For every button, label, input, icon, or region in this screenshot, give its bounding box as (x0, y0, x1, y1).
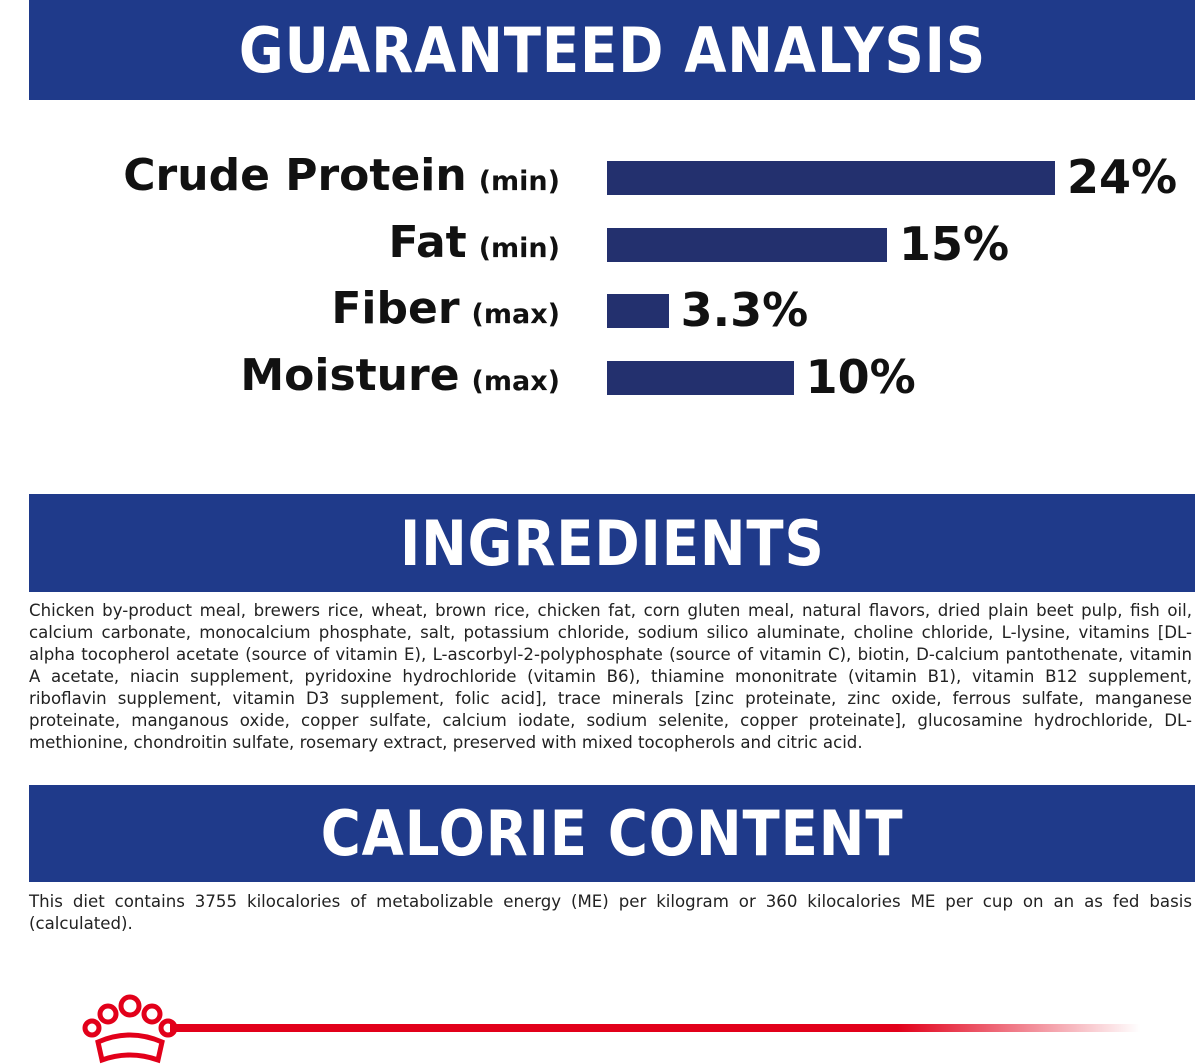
qualifier: (min) (478, 232, 560, 264)
row-label: Fiber (max) (331, 283, 560, 334)
value-label: 24% (1067, 150, 1178, 204)
nutrient-name: Crude Protein (123, 150, 467, 201)
row-label: Moisture (max) (240, 350, 560, 401)
nutrient-name: Moisture (240, 349, 460, 401)
logo (82, 994, 1140, 1064)
value-label: 15% (899, 216, 1010, 271)
section-title: INGREDIENTS (399, 506, 825, 580)
value-label: 3.3% (680, 283, 809, 337)
crown (82, 994, 178, 1064)
qualifier: (max) (471, 299, 560, 330)
bar (607, 227, 887, 262)
bar (607, 294, 669, 328)
bar (607, 161, 1055, 195)
section-title: CALORIE CONTENT (320, 797, 904, 870)
bar (607, 360, 794, 395)
nutrient-name: Fiber (331, 283, 460, 334)
qualifier: (max) (471, 365, 560, 397)
nutrient-name: Fat (388, 216, 467, 268)
value-label: 10% (805, 349, 916, 404)
ingredients-text: Chicken by-product meal, brewers rice, w… (29, 601, 1192, 752)
banner: GUARANTEED ANALYSIS (29, 0, 1195, 100)
calorie-text: This diet contains 3755 kilocalories of … (29, 892, 1192, 933)
row-label: Crude Protein (min) (123, 150, 560, 201)
red-line (170, 1024, 1140, 1032)
row-label: Fat (min) (389, 217, 561, 268)
banner: INGREDIENTS (29, 494, 1195, 592)
qualifier: (min) (478, 166, 560, 197)
section-title: GUARANTEED ANALYSIS (238, 13, 986, 87)
banner: CALORIE CONTENT (29, 785, 1195, 882)
